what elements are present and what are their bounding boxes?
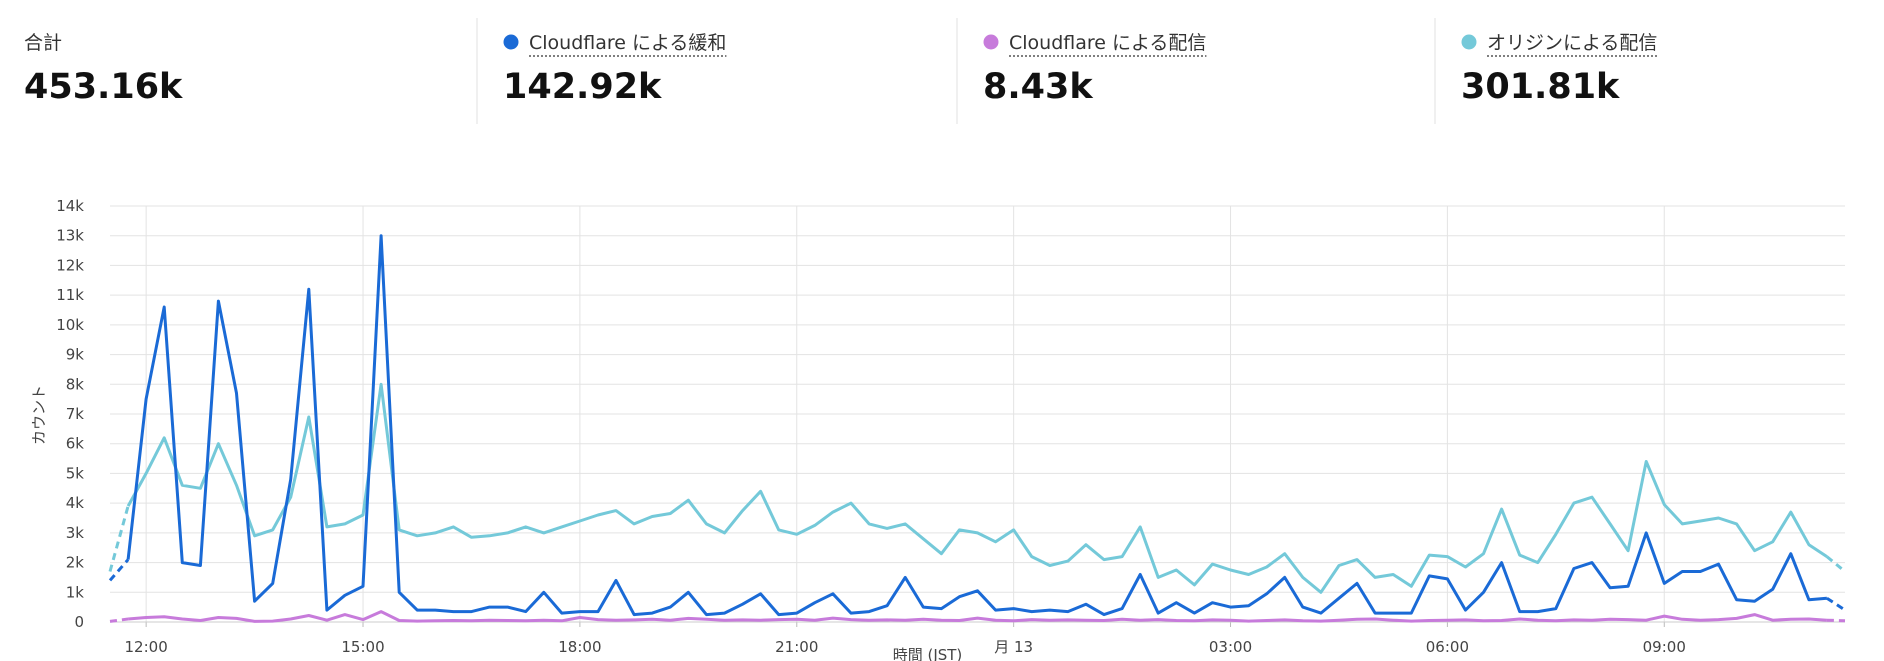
y-tick-label: 6k [66, 435, 85, 453]
series-line-edge [1825, 555, 1846, 573]
y-tick-label: 12k [56, 256, 84, 274]
x-axis-title: 時間 (JST) [893, 646, 963, 661]
y-tick-label: 5k [66, 464, 85, 482]
y-tick-label: 9k [66, 346, 85, 364]
y-tick-label: 7k [66, 405, 85, 423]
y-tick-label: 13k [56, 227, 84, 245]
legend-dot [1461, 34, 1477, 50]
series-line [126, 382, 1828, 594]
x-tick-label: 月 13 [994, 638, 1033, 656]
x-tick-label: 15:00 [341, 638, 384, 656]
x-tick-label: 12:00 [125, 638, 168, 656]
legend-label: Cloudflare による緩和 [529, 32, 726, 54]
y-tick-label: 10k [56, 316, 84, 334]
y-tick-label: 3k [66, 524, 85, 542]
series-line [127, 610, 1827, 623]
series-total: 301.81k [1461, 67, 1620, 107]
series-total: 8.43k [983, 67, 1093, 107]
x-tick-label: 09:00 [1643, 638, 1686, 656]
y-tick-label: 8k [66, 375, 85, 393]
y-tick-label: 2k [66, 554, 85, 572]
series-line-edge [108, 558, 130, 582]
series-total: 142.92k [503, 67, 662, 107]
y-tick-label: 0 [74, 613, 84, 631]
y-tick-label: 11k [56, 286, 84, 304]
x-tick-label: 03:00 [1209, 638, 1252, 656]
legend-dot [503, 34, 519, 50]
x-tick-label: 18:00 [558, 638, 601, 656]
legend-label: オリジンによる配信 [1487, 32, 1657, 54]
series-line-edge [1826, 618, 1846, 623]
x-tick-label: 21:00 [775, 638, 818, 656]
summary-value: 453.16k [24, 67, 183, 107]
y-tick-label: 1k [66, 583, 85, 601]
legend-dot [983, 34, 999, 50]
legend-label: Cloudflare による配信 [1009, 32, 1206, 54]
x-tick-label: 06:00 [1426, 638, 1469, 656]
series-line [126, 234, 1828, 617]
summary-label: 合計 [24, 32, 62, 54]
y-tick-label: 14k [56, 197, 84, 215]
series-line-edge [109, 617, 129, 623]
y-tick-label: 4k [66, 494, 85, 512]
y-axis-title: カウント [30, 385, 48, 445]
series-line-edge [1826, 596, 1846, 612]
